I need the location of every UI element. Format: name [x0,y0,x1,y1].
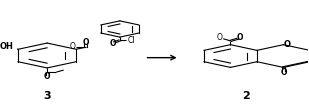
Text: 3: 3 [43,91,51,101]
Text: OH: OH [0,42,14,51]
Text: O: O [217,33,223,42]
Text: O: O [110,39,116,48]
Text: 2: 2 [243,91,250,101]
Text: O: O [280,68,287,77]
Text: O: O [70,42,76,51]
Text: Cl: Cl [128,36,135,45]
Text: O: O [44,72,50,81]
Text: O: O [83,38,89,47]
Text: O: O [283,40,290,49]
Text: O: O [236,33,243,42]
